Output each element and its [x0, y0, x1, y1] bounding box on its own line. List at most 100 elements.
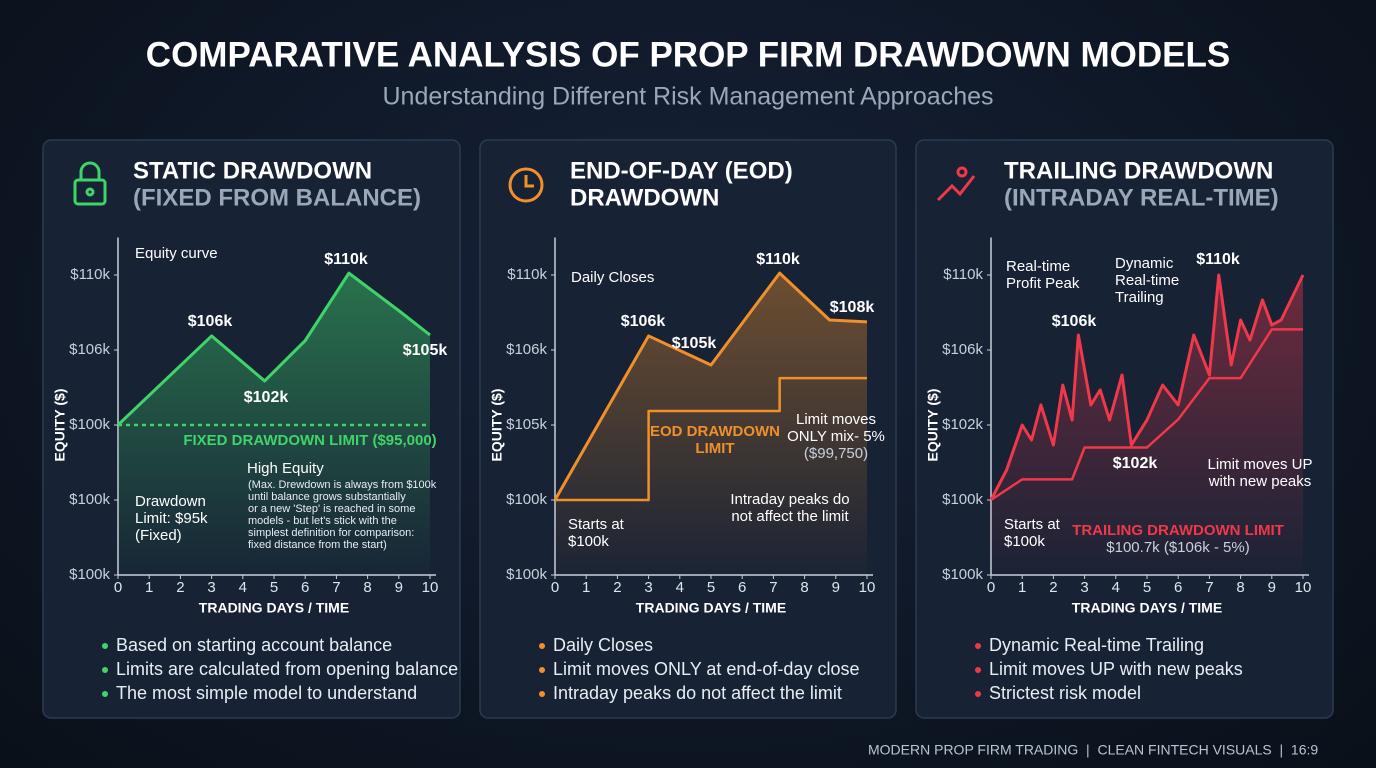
annotation: (Max. Drewdown is always from $100k: [248, 479, 437, 491]
equity-line: [116, 271, 431, 427]
bullet-dot: [102, 667, 108, 673]
y-tick-label: $106k: [506, 341, 547, 358]
bullet-text: Dynamic Real-time Trailing: [989, 635, 1204, 655]
annotation: $106k: [188, 313, 233, 330]
annotation: $105k: [672, 335, 717, 352]
annotation: Daily Closes: [571, 269, 654, 286]
x-tick-label: 9: [1268, 579, 1276, 596]
x-tick-label: 5: [707, 579, 715, 596]
area-fill: [991, 275, 1303, 575]
annotation: Limit moves: [796, 411, 876, 428]
x-tick-label: 3: [207, 579, 215, 596]
annotation: TRAILING DRAWDOWN LIMIT: [1072, 522, 1284, 539]
annotation: until balance grows substantially: [248, 491, 406, 503]
y-tick-label: $100k: [942, 566, 983, 583]
panel-title: STATIC DRAWDOWN: [133, 157, 372, 184]
x-tick-label: 9: [832, 579, 840, 596]
panel-title: DRAWDOWN: [570, 184, 719, 211]
x-tick-label: 10: [1295, 579, 1312, 596]
y-tick-label: $100k: [942, 491, 983, 508]
x-axis-title: TRADING DAYS / TIME: [636, 600, 786, 616]
annotation: $106k: [621, 313, 666, 330]
x-tick-label: 8: [363, 579, 371, 596]
x-tick-label: 1: [145, 579, 153, 596]
bullet-text: Limits are calculated from opening balan…: [116, 659, 458, 679]
x-tick-label: 0: [551, 579, 559, 596]
bullet-text: Based on starting account balance: [116, 635, 392, 655]
annotation: Trailing: [1115, 289, 1164, 306]
x-tick-label: 3: [644, 579, 652, 596]
bullet-text: The most simple model to understand: [116, 683, 417, 703]
annotation: Dynamic: [1115, 255, 1174, 272]
x-tick-label: 4: [239, 579, 247, 596]
annotation: $110k: [324, 251, 368, 268]
y-tick-label: $106k: [69, 341, 110, 358]
x-tick-label: 5: [1143, 579, 1151, 596]
y-tick-label: $100k: [506, 491, 547, 508]
y-tick-label: $105k: [506, 416, 547, 433]
x-tick-label: 10: [422, 579, 439, 596]
annotation: LIMIT: [695, 440, 734, 457]
annotation: $102k: [244, 389, 289, 406]
annotation: Intraday peaks do: [730, 491, 849, 508]
panel-title: TRAILING DRAWDOWN: [1004, 157, 1273, 184]
annotation: Limit moves UP: [1207, 456, 1312, 473]
annotation: $100k: [1004, 533, 1045, 550]
annotation: Real-time: [1115, 272, 1179, 289]
y-tick-label: $110k: [507, 266, 547, 283]
annotation: High Equity: [247, 460, 324, 477]
x-tick-label: 4: [676, 579, 684, 596]
annotation: or a new 'Step' is reached in some: [248, 503, 415, 515]
annotation: (Fixed): [135, 527, 182, 544]
annotation: ONLY mix- 5%: [787, 428, 885, 445]
y-tick-label: $100k: [69, 416, 110, 433]
annotation: $105k: [403, 342, 448, 359]
y-tick-label: $100k: [506, 566, 547, 583]
annotation: simplest definition for comparison:: [248, 527, 414, 539]
footer: MODERN PROP FIRM TRADING | CLEAN FINTECH…: [868, 742, 1318, 758]
bullet-dot: [975, 691, 981, 697]
y-tick-label: $110k: [70, 266, 110, 283]
y-axis-title: EQUITY ($): [925, 389, 941, 462]
annotation: $110k: [1196, 251, 1240, 268]
x-tick-label: 6: [1174, 579, 1182, 596]
x-tick-label: 7: [332, 579, 340, 596]
x-axis-title: TRADING DAYS / TIME: [199, 600, 349, 616]
annotation: $110k: [756, 251, 800, 268]
bullet-dot: [975, 643, 981, 649]
annotation: Profit Peak: [1006, 275, 1080, 292]
y-tick-label: $100k: [69, 566, 110, 583]
annotation: Equity curve: [135, 245, 218, 262]
bullet-dot: [102, 643, 108, 649]
panel-title: END-OF-DAY (EOD): [570, 157, 793, 184]
annotation: not affect the limit: [731, 508, 849, 525]
y-tick-label: $106k: [942, 341, 983, 358]
y-axis-title: EQUITY ($): [52, 389, 68, 462]
x-tick-label: 1: [582, 579, 590, 596]
x-tick-label: 4: [1112, 579, 1120, 596]
subtitle: Understanding Different Risk Management …: [383, 83, 994, 111]
bullet-text: Intraday peaks do not affect the limit: [553, 683, 842, 703]
equity-line: [553, 271, 868, 501]
bullet-text: Daily Closes: [553, 635, 653, 655]
x-tick-label: 3: [1080, 579, 1088, 596]
annotation: Real-time: [1006, 258, 1070, 275]
annotation: $100k: [568, 533, 609, 550]
annotation: Starts at: [568, 516, 625, 533]
annotation: Drawdown: [135, 493, 206, 510]
x-tick-label: 2: [613, 579, 621, 596]
x-tick-label: 2: [176, 579, 184, 596]
y-tick-label: $102k: [942, 416, 983, 433]
x-tick-label: 8: [1236, 579, 1244, 596]
y-axis-title: EQUITY ($): [489, 389, 505, 462]
equity-line: [989, 273, 1305, 501]
bullet-dot: [102, 691, 108, 697]
annotation: $108k: [830, 299, 875, 316]
bullet-dot: [539, 667, 545, 673]
annotation: $102k: [1113, 455, 1158, 472]
limit-line: [990, 328, 1303, 502]
bullet-dot: [539, 691, 545, 697]
limit-line: [555, 376, 867, 502]
annotation: models - but let's stick with the: [248, 515, 397, 527]
